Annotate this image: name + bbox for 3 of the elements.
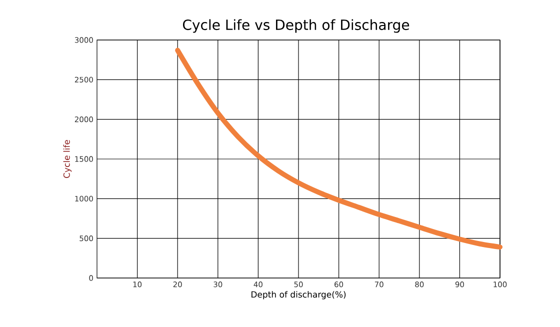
x-axis-title: Depth of discharge(%) (252, 291, 346, 300)
y-axis-title: Cycle life (63, 140, 72, 178)
chart-title: Cycle Life vs Depth of Discharge (182, 19, 410, 33)
